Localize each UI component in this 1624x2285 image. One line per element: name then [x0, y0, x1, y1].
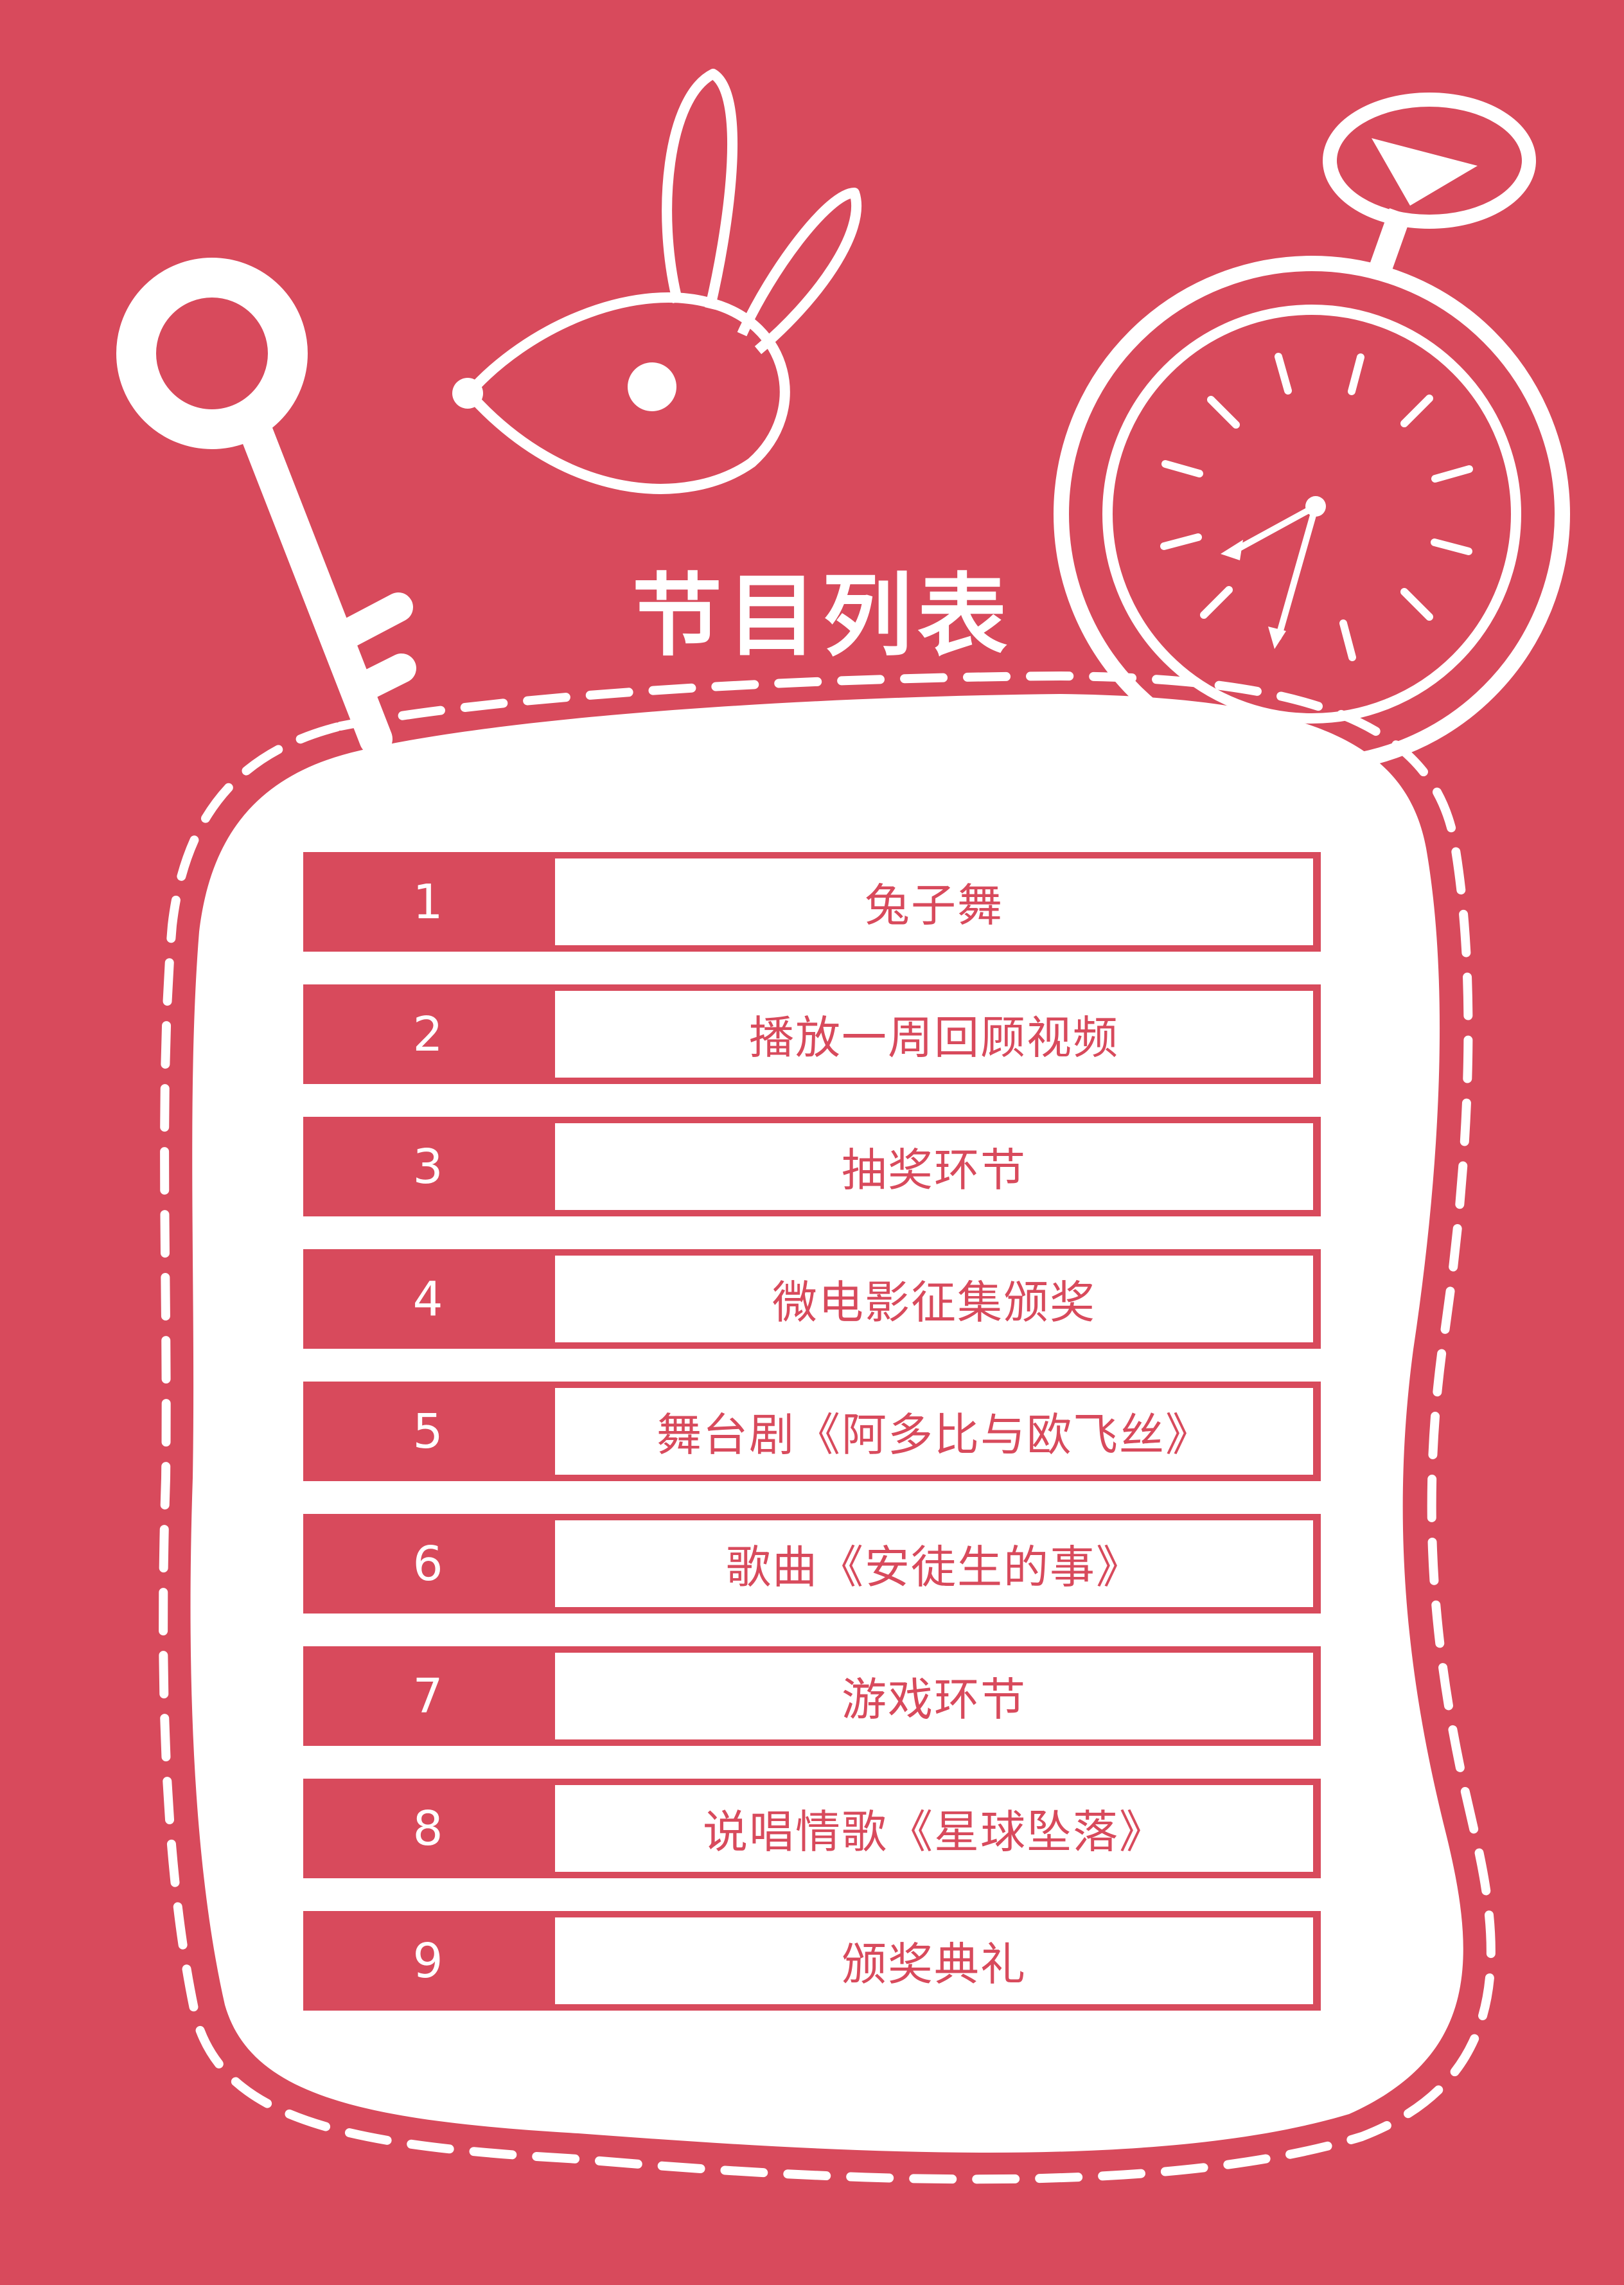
- key-icon: [116, 258, 416, 756]
- program-label: 歌曲《安徒生的事》: [555, 1520, 1313, 1607]
- program-row: 9 颁奖典礼: [303, 1911, 1321, 2011]
- program-number: 1: [412, 874, 443, 930]
- program-label: 舞台剧《阿多比与欧飞丝》: [555, 1388, 1313, 1475]
- program-label: 播放一周回顾视频: [555, 991, 1313, 1078]
- program-number: 5: [412, 1403, 443, 1459]
- program-row: 3 抽奖环节: [303, 1117, 1321, 1216]
- program-number: 6: [412, 1536, 443, 1592]
- program-row: 5 舞台剧《阿多比与欧飞丝》: [303, 1382, 1321, 1481]
- program-number: 9: [412, 1933, 443, 1989]
- program-label: 微电影征集颁奖: [555, 1256, 1313, 1342]
- program-row: 8 说唱情歌《星球坠落》: [303, 1779, 1321, 1878]
- dashed-border: [159, 671, 1496, 2184]
- rabbit-icon: [452, 69, 862, 494]
- program-number: 4: [412, 1271, 443, 1327]
- program-number: 7: [412, 1668, 443, 1724]
- stopwatch-icon: [1054, 93, 1570, 772]
- program-row: 2 播放一周回顾视频: [303, 984, 1321, 1084]
- page-title: 节目列表: [631, 564, 1012, 669]
- program-label: 兔子舞: [555, 858, 1313, 945]
- program-label: 颁奖典礼: [555, 1917, 1313, 2004]
- program-number: 8: [412, 1800, 443, 1856]
- program-number: 3: [412, 1139, 443, 1195]
- program-row: 6 歌曲《安徒生的事》: [303, 1514, 1321, 1614]
- program-row: 1 兔子舞: [303, 852, 1321, 952]
- program-number: 2: [412, 1006, 443, 1062]
- program-label: 说唱情歌《星球坠落》: [555, 1785, 1313, 1872]
- program-label: 游戏环节: [555, 1653, 1313, 1739]
- program-label: 抽奖环节: [555, 1123, 1313, 1210]
- program-row: 7 游戏环节: [303, 1646, 1321, 1746]
- program-row: 4 微电影征集颁奖: [303, 1249, 1321, 1349]
